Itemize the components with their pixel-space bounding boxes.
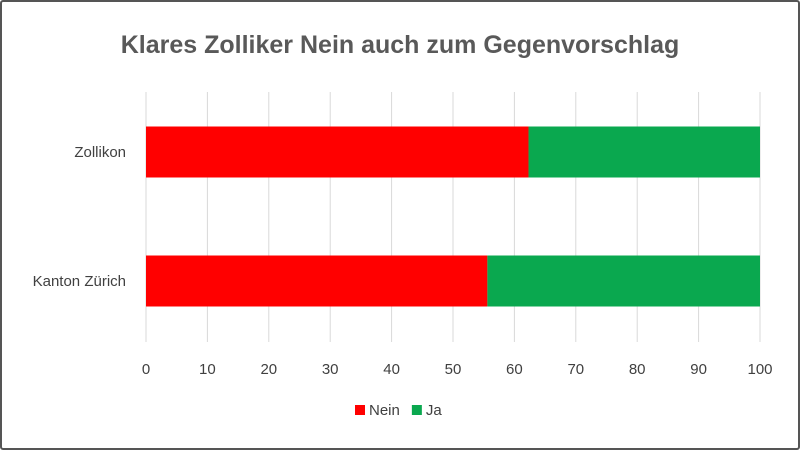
x-tick-label: 60 (506, 361, 523, 378)
x-tick-label: 50 (445, 361, 462, 378)
x-tick-label: 70 (567, 361, 584, 378)
legend-swatch-nein (355, 405, 365, 415)
category-label: Zollikon (74, 144, 126, 161)
x-tick-label: 20 (260, 361, 277, 378)
legend-swatch-ja (411, 405, 422, 415)
bar-ja (487, 255, 760, 307)
x-tick-label: 100 (747, 361, 772, 378)
chart-title: Klares Zolliker Nein auch zum Gegenvorsc… (121, 31, 680, 59)
x-tick-label: 30 (322, 361, 339, 378)
x-tick-label: 40 (383, 361, 400, 378)
bar-ja (528, 126, 760, 178)
category-label: Kanton Zürich (33, 273, 126, 290)
x-tick-label: 80 (629, 361, 646, 378)
bar-nein (146, 126, 529, 178)
bar-nein (146, 255, 488, 307)
x-tick-label: 10 (199, 361, 216, 378)
x-tick-label: 0 (142, 361, 150, 378)
legend-label: Ja (426, 402, 443, 419)
legend-label: Nein (369, 402, 400, 419)
x-tick-label: 90 (690, 361, 707, 378)
